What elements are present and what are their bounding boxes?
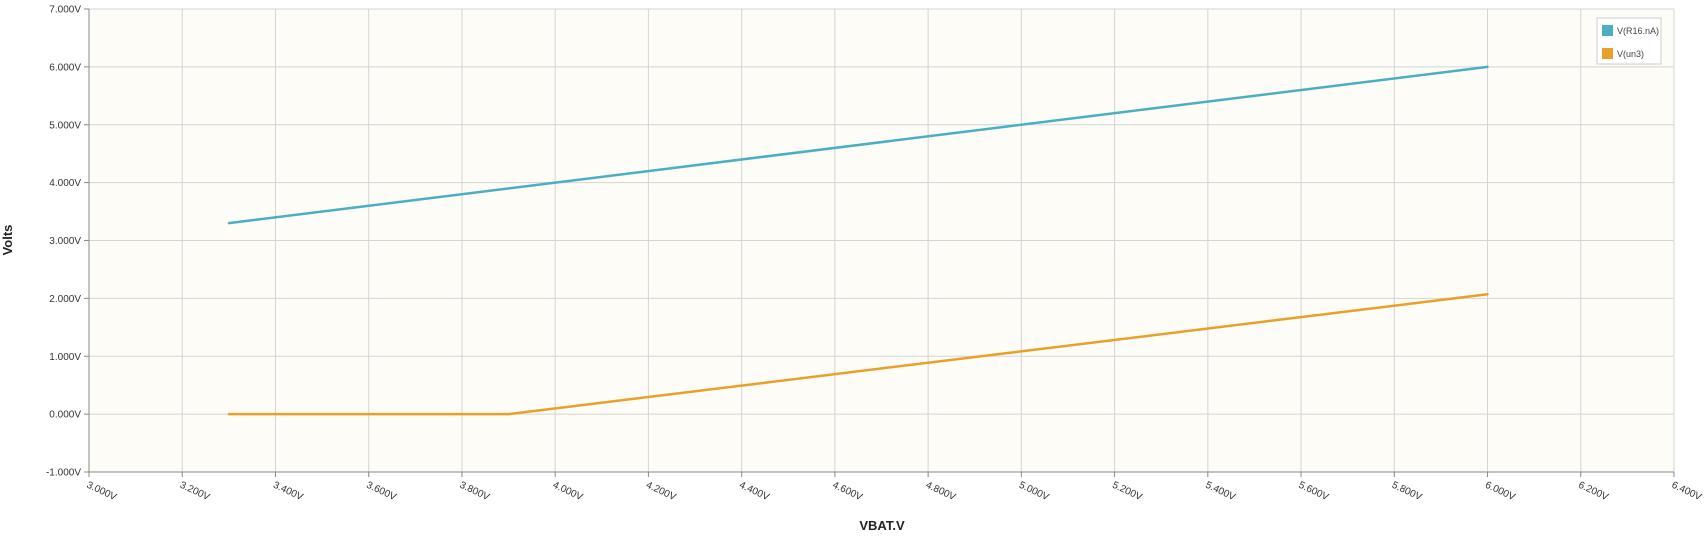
- x-tick-label: 3.000V: [85, 480, 119, 504]
- y-tick-label: 7.000V: [49, 5, 81, 16]
- y-tick-label: 4.000V: [49, 178, 81, 189]
- y-tick-label: 0.000V: [49, 410, 81, 421]
- y-tick-label: 6.000V: [49, 62, 81, 73]
- y-tick-label: 2.000V: [49, 294, 81, 305]
- x-axis-title: VBAT.V: [859, 518, 905, 533]
- y-tick-label: 3.000V: [49, 236, 81, 247]
- legend-label: V(R16.nA): [1617, 26, 1659, 36]
- x-tick-label: 6.000V: [1483, 480, 1517, 504]
- y-axis-title: Volts: [0, 225, 15, 256]
- x-tick-label: 4.200V: [644, 480, 678, 504]
- x-tick-label: 5.000V: [1017, 480, 1051, 504]
- x-tick-label: 5.200V: [1110, 480, 1144, 504]
- series-line-2: [227, 293, 1489, 416]
- legend-swatch: [1602, 48, 1613, 59]
- x-tick-label: 6.200V: [1576, 480, 1610, 504]
- x-tick-label: 5.400V: [1204, 480, 1238, 504]
- x-tick-label: 5.600V: [1297, 480, 1331, 504]
- x-tick-label: 3.200V: [178, 480, 212, 504]
- y-tick-label: 1.000V: [49, 352, 81, 363]
- x-tick-label: 3.800V: [458, 480, 492, 504]
- y-tick-label: 5.000V: [49, 120, 81, 131]
- y-tick-label: -1.000V: [46, 468, 81, 479]
- x-tick-label: 4.000V: [551, 480, 585, 504]
- x-tick-label: 6.400V: [1670, 480, 1704, 504]
- legend-swatch: [1602, 25, 1613, 36]
- x-tick-label: 3.400V: [271, 480, 305, 504]
- x-tick-label: 4.800V: [924, 480, 958, 504]
- x-tick-label: 5.800V: [1390, 480, 1424, 504]
- x-tick-label: 4.600V: [831, 480, 865, 504]
- series-line-1: [227, 65, 1489, 225]
- x-tick-label: 4.400V: [737, 480, 771, 504]
- legend-label: V(un3): [1617, 49, 1644, 59]
- x-tick-label: 3.600V: [364, 480, 398, 504]
